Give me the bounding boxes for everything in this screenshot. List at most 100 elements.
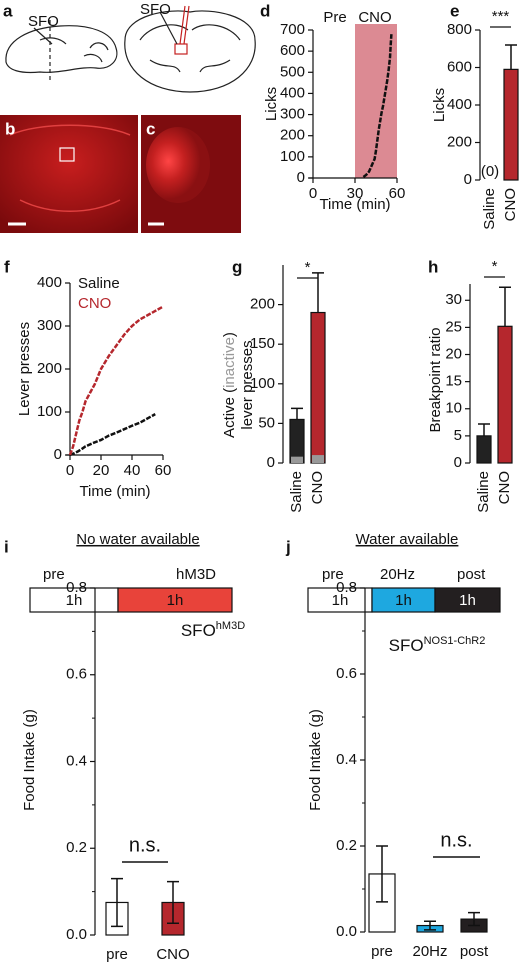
- y-tick-label: 0.2: [66, 839, 87, 856]
- x-tick-label: pre: [106, 946, 128, 963]
- timeline-segment: [307, 587, 373, 613]
- bar: [310, 311, 326, 464]
- bar: [503, 68, 519, 181]
- timeline-duration: 1h: [66, 592, 83, 609]
- y-tick-label: 400: [447, 96, 472, 113]
- y-tick-label: 400: [37, 274, 62, 291]
- significance-label: *: [492, 258, 498, 275]
- panel-letter: h: [428, 257, 438, 276]
- panel-letter: e: [450, 1, 459, 20]
- overlay-bar: [291, 456, 303, 463]
- panel-letter: d: [260, 1, 270, 20]
- y-tick-label: 100: [280, 148, 305, 165]
- timeline-label: post: [457, 566, 486, 583]
- y-tick-label: 200: [447, 133, 472, 150]
- y-tick-label: 0.4: [66, 752, 87, 769]
- y-tick-label: 0.6: [66, 666, 87, 683]
- y-tick-label: 0: [54, 446, 62, 463]
- y-tick-label: 100: [37, 403, 62, 420]
- error-bar: [291, 407, 303, 420]
- legend-label: Saline: [78, 275, 120, 292]
- x-tick-label: CNO: [156, 946, 189, 963]
- timeline-label: pre: [322, 566, 344, 583]
- image-b-inset-box: [59, 147, 75, 162]
- error-bar: [424, 920, 436, 931]
- y-tick-label: 200: [37, 360, 62, 377]
- y-axis-label: Licks: [263, 87, 280, 121]
- error-bar: [167, 880, 179, 925]
- y-tick-label: 0.8: [66, 579, 87, 596]
- data-line: [362, 34, 393, 178]
- y-tick-label: 0: [464, 171, 472, 188]
- image-b-structure: [9, 124, 131, 212]
- error-bar: [499, 286, 511, 327]
- y-tick-label: 0.6: [336, 665, 357, 682]
- y-tick-label: 0: [267, 454, 275, 471]
- timeline-duration: 1h: [167, 592, 184, 609]
- timeline-segment: [29, 587, 119, 613]
- y-axis-label: Lever presses: [16, 322, 33, 416]
- y-axis-label: Active (inactive): [221, 332, 238, 438]
- y-axis-label-part: inactive: [221, 337, 238, 388]
- section-heading: No water available: [76, 531, 199, 548]
- bar: [289, 418, 305, 464]
- y-tick-label: 300: [37, 317, 62, 334]
- x-tick-label: post: [460, 943, 489, 960]
- x-tick-label: 0: [309, 185, 317, 202]
- x-tick-label: Saline: [481, 188, 498, 230]
- sagittal-schematic: [5, 20, 118, 80]
- y-tick-label: 200: [250, 296, 275, 313]
- error-bar: [312, 272, 324, 313]
- data-line: [69, 413, 156, 457]
- y-tick-label: 15: [445, 373, 462, 390]
- error-bar: [111, 877, 123, 928]
- y-tick-label: 25: [445, 318, 462, 335]
- x-tick-label: Saline: [475, 471, 492, 513]
- image-b: [0, 115, 138, 233]
- y-tick-label: 0.0: [66, 926, 87, 943]
- panel-letter: a: [3, 1, 13, 20]
- error-bar: [468, 911, 480, 927]
- y-axis-label: Food Intake (g): [21, 709, 38, 811]
- y-axis-label: Breakpoint ratio: [427, 327, 444, 432]
- x-tick-label: CNO: [309, 471, 326, 504]
- overlay-bar: [312, 455, 324, 463]
- coronal-schematic: [124, 5, 256, 93]
- x-tick-label: 20Hz: [412, 943, 447, 960]
- y-tick-label: 150: [250, 335, 275, 352]
- y-tick-label: 700: [280, 21, 305, 38]
- image-c-signal: [146, 127, 210, 203]
- significance-label: ***: [492, 8, 510, 25]
- panel-letter: i: [4, 537, 9, 556]
- y-axis-label-part: ): [221, 332, 238, 337]
- value-label: (0): [481, 163, 499, 180]
- significance-label: n.s.: [440, 829, 472, 851]
- x-tick-label: CNO: [502, 188, 519, 221]
- y-tick-label: 800: [447, 21, 472, 38]
- region-label: SFO: [28, 13, 59, 30]
- timeline-duration: 1h: [395, 592, 412, 609]
- timeline-duration: 1h: [459, 592, 476, 609]
- timeline-segment: [371, 587, 436, 613]
- y-tick-label: 600: [280, 42, 305, 59]
- x-tick-label: 20: [93, 462, 110, 479]
- panel-letter: f: [4, 257, 10, 276]
- title-superscript: hM3D: [216, 620, 245, 632]
- y-axis-label-part: Active (: [221, 388, 238, 438]
- x-tick-label: 40: [124, 462, 141, 479]
- x-tick-label: 30: [347, 185, 364, 202]
- panel-letter: b: [5, 119, 15, 138]
- x-tick-label: 60: [389, 185, 406, 202]
- x-tick-label: 0: [66, 462, 74, 479]
- x-tick-label: Saline: [288, 471, 305, 513]
- x-tick-label: pre: [371, 943, 393, 960]
- y-tick-label: 500: [280, 63, 305, 80]
- timeline-segment: [117, 587, 233, 613]
- error-bar: [376, 845, 388, 903]
- y-tick-label: 0.0: [336, 923, 357, 940]
- chart-title: SFOhM3D: [181, 620, 245, 641]
- title-superscript: NOS1-ChR2: [424, 635, 486, 647]
- timeline-label: hM3D: [176, 566, 216, 583]
